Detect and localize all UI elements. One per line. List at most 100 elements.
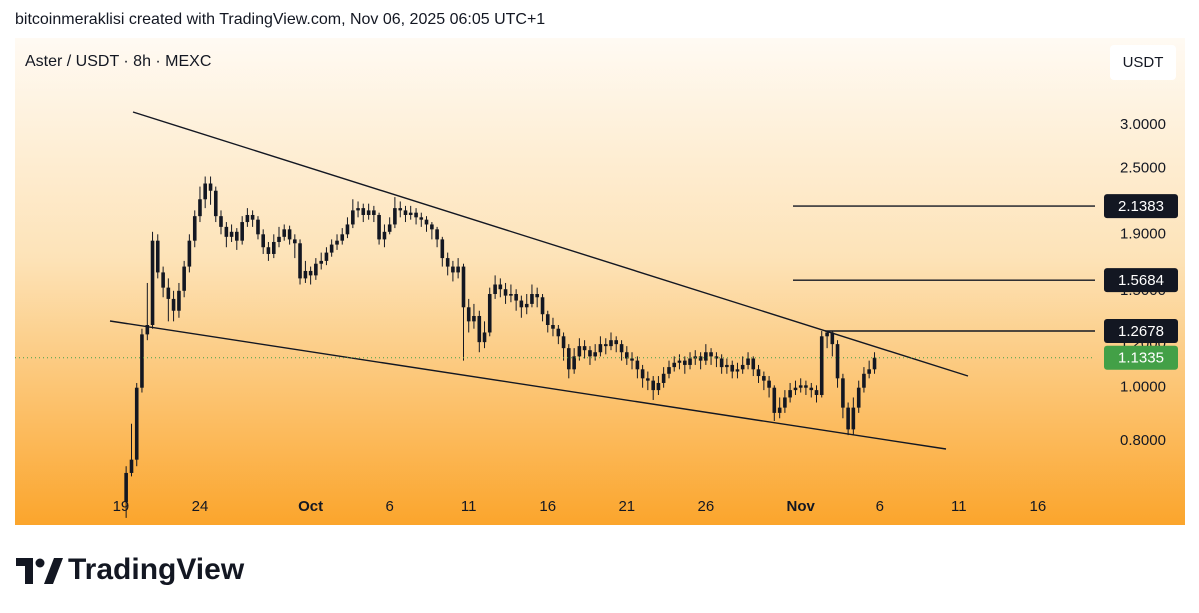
x-tick-label: 26 (698, 498, 715, 515)
candle-body (451, 266, 455, 273)
candle-body (825, 332, 829, 337)
candle-body (192, 216, 197, 241)
x-tick-label: 19 (113, 498, 130, 515)
candle-body (614, 340, 619, 345)
price-tag-label: 2.1383 (1118, 198, 1164, 215)
candle-body (124, 472, 128, 502)
candle-body (735, 369, 740, 372)
candle-body (746, 358, 750, 365)
candle-body (372, 210, 376, 215)
candle-body (561, 336, 566, 349)
candle-body (756, 369, 761, 377)
price-tag-label: 1.2678 (1118, 323, 1164, 340)
price-tag (1104, 318, 1178, 343)
candle-body (630, 358, 634, 361)
x-tick-label: 16 (539, 498, 556, 515)
candle-body (366, 210, 371, 215)
candle-body (403, 210, 408, 215)
price-tag (1104, 268, 1178, 293)
candle-body (809, 387, 814, 391)
candle-body (862, 373, 866, 388)
candle-body (530, 294, 534, 304)
candle-body (435, 229, 439, 240)
candle-body (393, 208, 397, 225)
candle-body (545, 314, 550, 326)
candle-body (187, 240, 192, 267)
candle-body (345, 224, 350, 235)
candle-body (166, 287, 171, 299)
candle-body (851, 407, 856, 430)
candle-body (725, 364, 729, 368)
candle-body (335, 240, 339, 245)
candle-body (788, 390, 792, 398)
candle-body (762, 376, 766, 381)
candle-body (361, 208, 366, 215)
candle-body (229, 231, 234, 237)
candle-body (198, 199, 202, 217)
candle-body (266, 247, 271, 254)
candle-body (819, 336, 824, 395)
candle-body (872, 357, 877, 370)
x-tick-label: 6 (385, 498, 393, 515)
candle-body (598, 344, 603, 353)
candle-body (419, 217, 424, 220)
candle-body (783, 397, 787, 408)
candle-body (830, 332, 835, 345)
candle-body (408, 212, 413, 215)
x-tick-label: 24 (192, 498, 209, 515)
candle-body (293, 239, 297, 244)
candle-body (656, 382, 661, 391)
candle-body (182, 266, 186, 291)
candle-body (798, 385, 803, 388)
candle-body (377, 214, 381, 240)
x-tick-label: 11 (461, 498, 477, 515)
candle-body (219, 216, 223, 227)
candle-body (340, 234, 345, 241)
candle-body (482, 332, 487, 343)
y-tick-label: 1.9000 (1120, 225, 1166, 242)
candle-body (203, 183, 207, 200)
x-tick-label: 11 (951, 498, 967, 515)
candle-body (129, 459, 134, 473)
candle-body (477, 315, 482, 343)
candle-body (387, 224, 392, 232)
logo-mark (35, 558, 45, 568)
logo-mark (44, 558, 63, 584)
candle-body (751, 358, 756, 370)
candle-body (319, 260, 324, 264)
candle-body (709, 352, 713, 357)
candle-body (456, 266, 460, 273)
candle-body (208, 183, 213, 191)
logo-text: TradingView (68, 553, 245, 586)
candle-body (414, 212, 418, 218)
price-tag-label: 1.5684 (1118, 272, 1164, 289)
candle-body (688, 358, 692, 365)
candle-body (161, 272, 165, 288)
candle-body (667, 367, 671, 374)
x-tick-label: Oct (298, 498, 323, 515)
candle-body (646, 378, 650, 381)
candle-body (493, 284, 497, 295)
candle-body (155, 240, 160, 273)
candle-body (730, 364, 735, 372)
candle-body (277, 236, 281, 242)
currency-box (1110, 45, 1176, 80)
x-tick-label: Nov (787, 498, 816, 515)
candle-body (588, 350, 592, 357)
candle-body (461, 266, 466, 308)
candle-body (582, 346, 587, 351)
candle-body (524, 303, 529, 308)
candle-body (793, 387, 798, 391)
candle-body (145, 325, 150, 335)
candle-body (177, 290, 181, 311)
candle-body (677, 360, 682, 363)
candle-body (551, 325, 555, 329)
candle-body (430, 224, 434, 230)
tradingview-logo: TradingView (16, 553, 245, 586)
candle-body (240, 222, 244, 241)
x-tick-label: 16 (1029, 498, 1046, 515)
candle-body (625, 352, 629, 359)
candle-body (777, 407, 782, 413)
x-tick-label: 21 (618, 498, 635, 515)
